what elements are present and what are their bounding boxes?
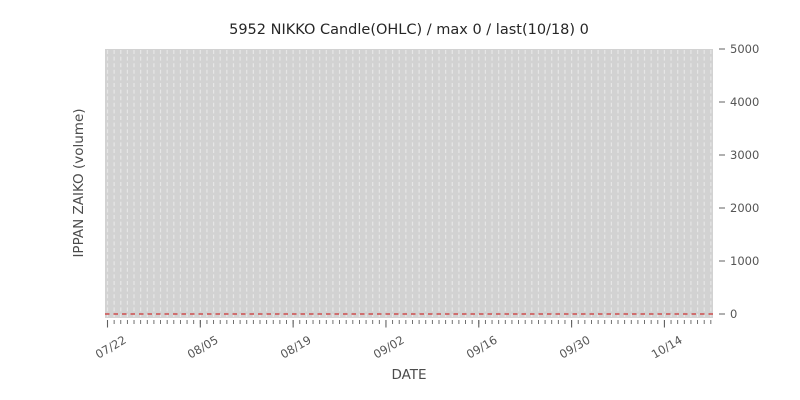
y-tick-label: 1000 (730, 254, 760, 268)
chart-title: 5952 NIKKO Candle(OHLC) / max 0 / last(1… (229, 22, 589, 38)
y-tick-label: 5000 (730, 42, 760, 56)
y-tick-label: 4000 (730, 95, 760, 109)
y-tick-label: 3000 (730, 148, 760, 162)
y-tick-label: 2000 (730, 201, 760, 215)
y-axis-label: IPPAN ZAIKO (volume) (71, 108, 87, 258)
y-tick-label: 0 (730, 307, 738, 321)
x-axis-label: DATE (391, 367, 427, 383)
plot-area-background (105, 49, 713, 318)
